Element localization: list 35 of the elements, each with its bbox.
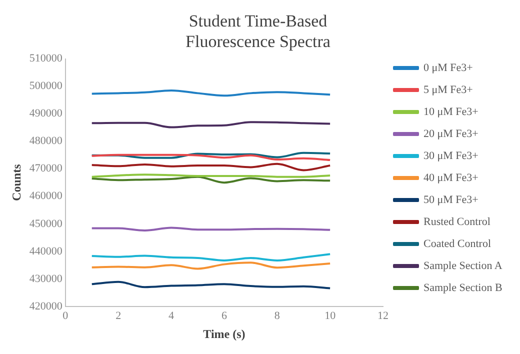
legend-label: Sample Section B: [424, 282, 502, 294]
legend-label: 40 μM Fe3+: [424, 172, 478, 184]
legend-label: 20 μM Fe3+: [424, 128, 478, 140]
line-series: [90, 262, 332, 270]
legend-label: 50 μM Fe3+: [424, 194, 478, 206]
x-tick-label: 12: [378, 310, 388, 322]
chart-title: Student Time-Based Fluorescence Spectra: [186, 12, 331, 52]
legend-label: 0 μM Fe3+: [424, 62, 473, 74]
x-tick-label: 2: [116, 310, 122, 322]
y-tick-label: 470000: [29, 162, 63, 175]
line-series: [90, 280, 332, 290]
x-tick-label: 4: [168, 310, 175, 322]
y-tick-label: 420000: [29, 300, 63, 312]
x-tick-label: 8: [274, 310, 280, 322]
line-series: [90, 162, 332, 172]
y-tick-label: 460000: [29, 190, 63, 202]
y-tick-label: 480000: [29, 135, 63, 148]
legend-label: 5 μM Fe3+: [424, 84, 473, 96]
y-axis-title: Counts: [9, 164, 24, 201]
y-tick-label: 510000: [29, 52, 63, 65]
legend-label: 10 μM Fe3+: [424, 106, 478, 118]
legend-label: Sample Section A: [424, 260, 502, 272]
legend-label: Coated Control: [424, 238, 492, 250]
x-tick-label: 10: [324, 310, 336, 322]
x-axis-title: Time (s): [203, 326, 246, 341]
x-tick-label: 0: [62, 310, 69, 322]
y-tick-label: 490000: [29, 108, 63, 120]
y-tick-label: 440000: [29, 245, 63, 258]
x-tick-label: 6: [221, 310, 228, 322]
y-tick-label: 430000: [29, 272, 63, 285]
legend-label: Rusted Control: [424, 216, 490, 228]
y-tick-label: 500000: [29, 80, 63, 92]
legend-label: 30 μM Fe3+: [424, 150, 478, 162]
line-series: [90, 253, 332, 262]
y-tick-label: 450000: [29, 218, 63, 230]
